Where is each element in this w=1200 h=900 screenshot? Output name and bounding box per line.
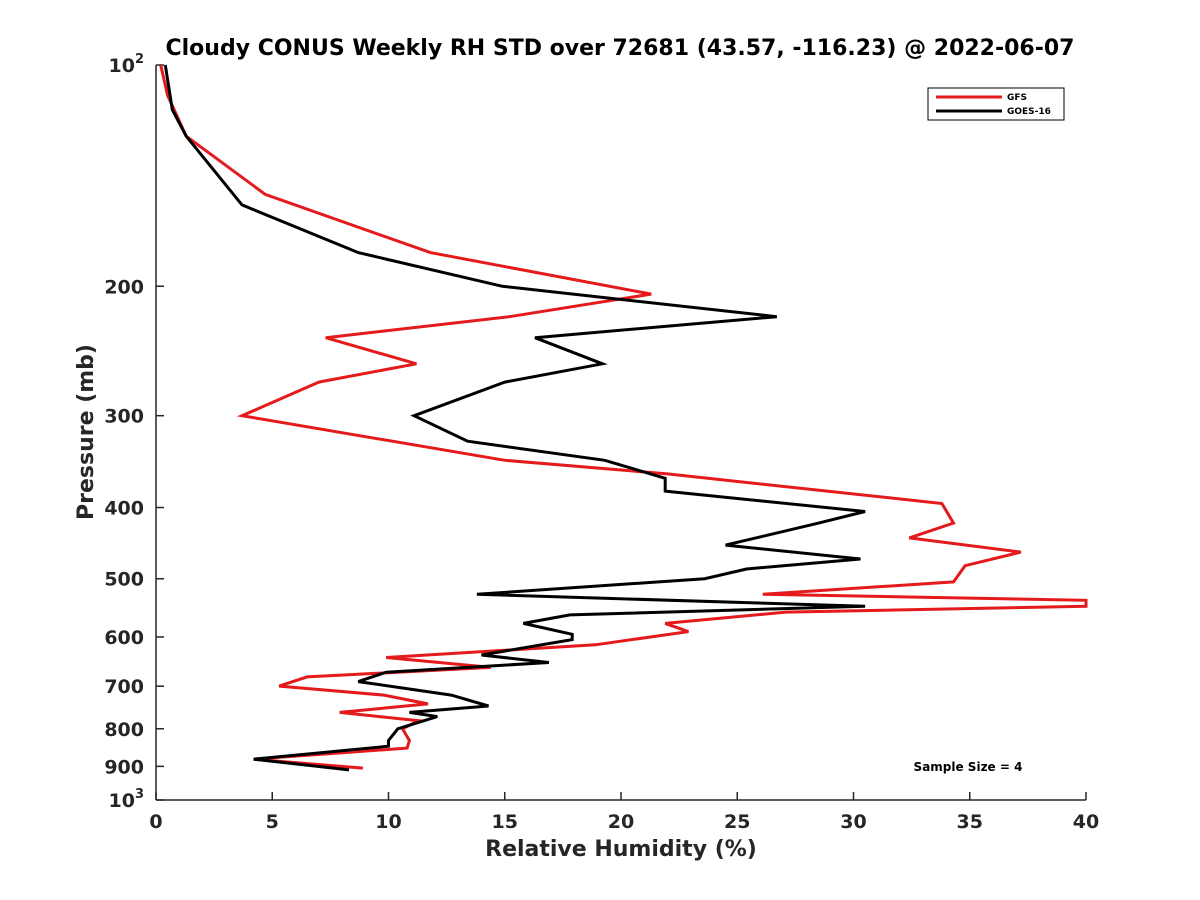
y-tick-base: 300	[104, 406, 144, 428]
sample-size-annotation: Sample Size = 4	[914, 760, 1023, 774]
y-tick-exponent: 2	[135, 52, 144, 67]
y-tick-base: 10	[109, 790, 135, 812]
legend: GFS GOES-16	[927, 87, 1065, 121]
y-tick-base: 200	[104, 276, 144, 298]
y-axis-label: Pressure (mb)	[74, 344, 99, 520]
x-tick-label: 15	[492, 811, 518, 833]
x-tick-label: 0	[149, 811, 162, 833]
x-tick-label: 20	[608, 811, 634, 833]
x-axis-ticks: 0 5 10 15 20 25 30 35 40	[149, 792, 1099, 833]
y-tick-label: 800	[104, 719, 144, 741]
y-tick-label: 900	[104, 756, 144, 778]
y-tick-label: 400	[104, 498, 144, 520]
x-tick-label: 35	[957, 811, 983, 833]
legend-label: GOES-16	[1007, 107, 1051, 117]
y-tick-exponent: 3	[135, 787, 144, 802]
y-tick-base: 700	[104, 676, 144, 698]
x-tick-label: 10	[375, 811, 401, 833]
y-tick-label: 200	[104, 276, 144, 298]
chart-title: Cloudy CONUS Weekly RH STD over 72681 (4…	[166, 36, 1075, 61]
x-tick-label: 5	[266, 811, 279, 833]
legend-label: GFS	[1007, 93, 1027, 103]
x-tick-label: 30	[840, 811, 866, 833]
x-tick-label: 40	[1073, 811, 1099, 833]
series-line-goes-16	[163, 64, 866, 772]
y-tick-label: 300	[104, 406, 144, 428]
y-tick-base: 400	[104, 498, 144, 520]
y-tick-base: 800	[104, 719, 144, 741]
y-tick-base: 900	[104, 756, 144, 778]
y-tick-base: 500	[104, 569, 144, 591]
legend-box	[927, 87, 1065, 121]
x-tick-label: 25	[724, 811, 750, 833]
y-tick-label: 500	[104, 569, 144, 591]
y-tick-base: 10	[109, 55, 135, 77]
y-tick-label: 102	[109, 52, 145, 77]
series-lines	[159, 64, 1088, 772]
series-line-gfs	[159, 64, 1088, 770]
y-tick-label: 103	[109, 787, 145, 812]
y-tick-label: 600	[104, 627, 144, 649]
y-tick-label: 700	[104, 676, 144, 698]
x-axis-label: Relative Humidity (%)	[485, 837, 757, 862]
y-tick-base: 600	[104, 627, 144, 649]
